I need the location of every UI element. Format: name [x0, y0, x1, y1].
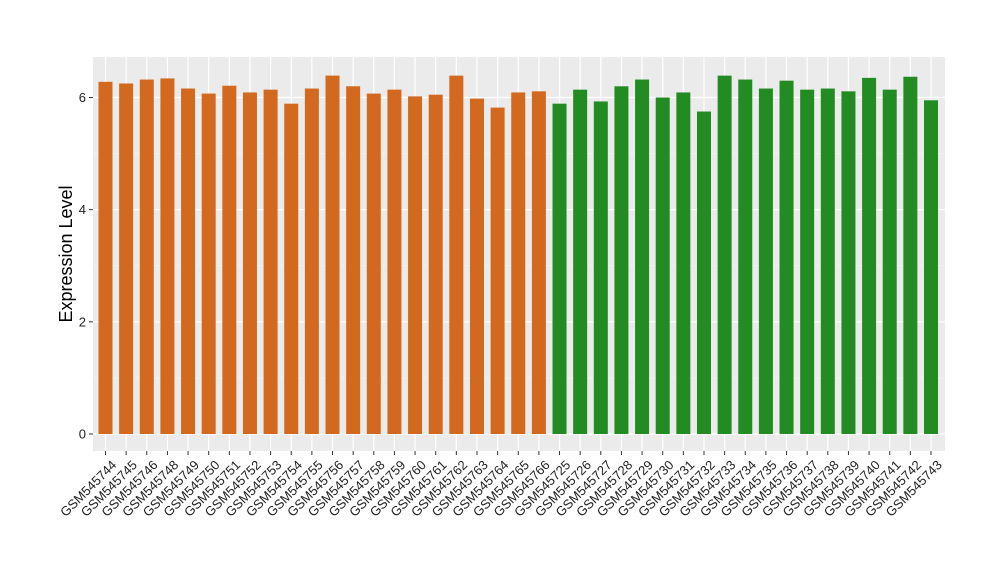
y-tick-label: 0 — [79, 427, 86, 442]
bar-GSM545757 — [346, 86, 361, 435]
bar-GSM545741 — [882, 89, 897, 435]
bar-GSM545731 — [676, 92, 691, 434]
bar-GSM545727 — [593, 101, 608, 434]
bar-GSM545764 — [490, 107, 505, 434]
bar-GSM545759 — [387, 89, 402, 435]
bar-GSM545725 — [552, 103, 567, 435]
bar-GSM545739 — [841, 91, 856, 434]
bar-GSM545736 — [779, 80, 794, 435]
bar-GSM545756 — [325, 75, 340, 434]
bar-GSM545761 — [428, 94, 443, 434]
bar-GSM545743 — [924, 100, 938, 434]
y-tick-label: 4 — [79, 202, 86, 217]
bar-GSM545733 — [717, 75, 732, 434]
bar-GSM545754 — [284, 103, 299, 435]
y-axis-ticks: 0 2 4 6 — [79, 90, 93, 442]
bar-GSM545745 — [119, 83, 134, 435]
bar-GSM545732 — [696, 111, 711, 434]
bar-GSM545730 — [655, 97, 670, 434]
bar-GSM545749 — [181, 88, 196, 434]
bar-GSM545737 — [800, 89, 815, 435]
y-tick-label: 6 — [79, 90, 86, 105]
bar-GSM545752 — [242, 92, 257, 434]
y-axis-title: Expression Level — [56, 185, 76, 322]
bar-GSM545763 — [469, 98, 484, 434]
bar-GSM545746 — [139, 79, 154, 434]
bar-GSM545738 — [820, 88, 835, 434]
bar-GSM545740 — [862, 77, 877, 434]
bar-GSM545748 — [160, 78, 175, 434]
bars — [98, 75, 938, 435]
bar-GSM545750 — [201, 93, 216, 435]
y-tick-label: 2 — [79, 314, 86, 329]
bar-GSM545728 — [614, 86, 629, 435]
bar-GSM545753 — [263, 89, 278, 435]
bar-GSM545734 — [738, 79, 753, 434]
bar-GSM545760 — [408, 96, 423, 435]
bar-GSM545751 — [222, 85, 237, 434]
bar-GSM545758 — [366, 93, 381, 435]
bar-GSM545755 — [304, 88, 319, 434]
x-axis-ticks: GSM545744GSM545745GSM545746GSM545748GSM5… — [57, 451, 945, 520]
bar-GSM545726 — [573, 89, 588, 435]
bar-GSM545765 — [511, 92, 526, 434]
bar-GSM545742 — [903, 76, 918, 434]
bar-GSM545744 — [98, 81, 113, 435]
bar-GSM545729 — [635, 79, 650, 434]
bar-GSM545735 — [758, 88, 773, 434]
bar-GSM545762 — [449, 75, 464, 434]
bar-GSM545766 — [531, 91, 546, 434]
